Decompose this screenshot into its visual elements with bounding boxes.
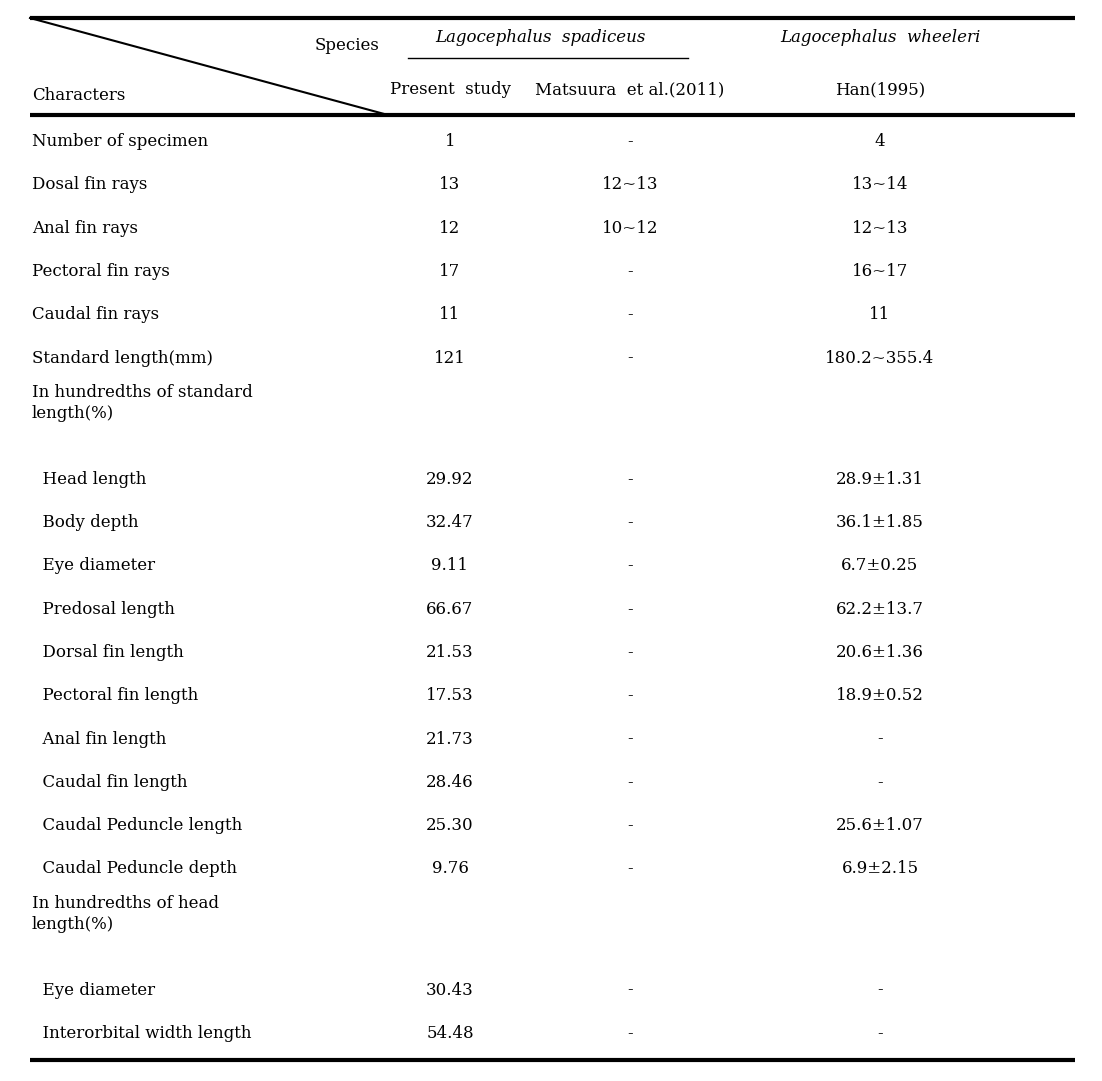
Text: Eye diameter: Eye diameter	[32, 982, 155, 999]
Text: -: -	[627, 774, 633, 791]
Text: 1: 1	[445, 133, 455, 150]
Text: Caudal fin rays: Caudal fin rays	[32, 306, 159, 323]
Text: 21.53: 21.53	[426, 644, 474, 660]
Text: 13~14: 13~14	[852, 176, 908, 193]
Text: In hundredths of head
length(%): In hundredths of head length(%)	[32, 895, 219, 933]
Text: -: -	[627, 349, 633, 366]
Text: Pectoral fin length: Pectoral fin length	[32, 688, 198, 704]
Text: Predosal length: Predosal length	[32, 601, 175, 617]
Text: Caudal Peduncle length: Caudal Peduncle length	[32, 817, 242, 835]
Text: Characters: Characters	[32, 86, 126, 104]
Text: Present  study: Present study	[389, 81, 510, 98]
Text: 17.53: 17.53	[426, 688, 474, 704]
Text: Han(1995): Han(1995)	[835, 81, 925, 98]
Text: 11: 11	[869, 306, 890, 323]
Text: 29.92: 29.92	[426, 471, 474, 488]
Text: 21.73: 21.73	[426, 731, 474, 747]
Text: 20.6±1.36: 20.6±1.36	[836, 644, 923, 660]
Text: -: -	[627, 471, 633, 488]
Text: Body depth: Body depth	[32, 515, 139, 531]
Text: -: -	[627, 860, 633, 878]
Text: -: -	[627, 644, 633, 660]
Text: -: -	[877, 1025, 883, 1042]
Text: 4: 4	[875, 133, 885, 150]
Text: 180.2~355.4: 180.2~355.4	[825, 349, 934, 366]
Text: 28.46: 28.46	[426, 774, 474, 791]
Text: Lagocephalus  wheeleri: Lagocephalus wheeleri	[780, 29, 980, 46]
Text: 12~13: 12~13	[602, 176, 658, 193]
Text: -: -	[627, 263, 633, 280]
Text: -: -	[627, 1025, 633, 1042]
Text: 18.9±0.52: 18.9±0.52	[836, 688, 923, 704]
Text: 10~12: 10~12	[602, 219, 658, 237]
Text: Number of specimen: Number of specimen	[32, 133, 208, 150]
Text: Lagocephalus  spadiceus: Lagocephalus spadiceus	[435, 29, 645, 46]
Text: Dorsal fin length: Dorsal fin length	[32, 644, 184, 660]
Text: -: -	[627, 817, 633, 835]
Text: 9.76: 9.76	[432, 860, 468, 878]
Text: 28.9±1.31: 28.9±1.31	[836, 471, 923, 488]
Text: Standard length(mm): Standard length(mm)	[32, 349, 213, 366]
Text: 66.67: 66.67	[426, 601, 474, 617]
Text: Head length: Head length	[32, 471, 147, 488]
Text: 6.9±2.15: 6.9±2.15	[842, 860, 919, 878]
Text: -: -	[627, 601, 633, 617]
Text: 12: 12	[440, 219, 461, 237]
Text: Caudal fin length: Caudal fin length	[32, 774, 187, 791]
Text: -: -	[627, 688, 633, 704]
Text: 16~17: 16~17	[852, 263, 908, 280]
Text: Pectoral fin rays: Pectoral fin rays	[32, 263, 170, 280]
Text: In hundredths of standard
length(%): In hundredths of standard length(%)	[32, 384, 252, 422]
Text: Anal fin length: Anal fin length	[32, 731, 166, 747]
Text: 11: 11	[440, 306, 461, 323]
Text: 17: 17	[440, 263, 461, 280]
Text: Caudal Peduncle depth: Caudal Peduncle depth	[32, 860, 237, 878]
Text: 121: 121	[434, 349, 466, 366]
Text: 25.6±1.07: 25.6±1.07	[836, 817, 923, 835]
Text: Eye diameter: Eye diameter	[32, 558, 155, 574]
Text: 9.11: 9.11	[432, 558, 468, 574]
Text: 54.48: 54.48	[426, 1025, 474, 1042]
Text: -: -	[877, 731, 883, 747]
Text: 36.1±1.85: 36.1±1.85	[836, 515, 923, 531]
Text: Dosal fin rays: Dosal fin rays	[32, 176, 148, 193]
Text: 13: 13	[440, 176, 461, 193]
Text: Species: Species	[315, 37, 380, 53]
Text: 6.7±0.25: 6.7±0.25	[841, 558, 919, 574]
Text: -: -	[627, 731, 633, 747]
Text: -: -	[627, 133, 633, 150]
Text: -: -	[627, 515, 633, 531]
Text: -: -	[627, 982, 633, 999]
Text: Matsuura  et al.(2011): Matsuura et al.(2011)	[536, 81, 725, 98]
Text: -: -	[627, 306, 633, 323]
Text: 30.43: 30.43	[426, 982, 474, 999]
Text: 25.30: 25.30	[426, 817, 474, 835]
Text: -: -	[877, 774, 883, 791]
Text: 12~13: 12~13	[852, 219, 908, 237]
Text: -: -	[877, 982, 883, 999]
Text: 62.2±13.7: 62.2±13.7	[836, 601, 923, 617]
Text: -: -	[627, 558, 633, 574]
Text: Interorbital width length: Interorbital width length	[32, 1025, 251, 1042]
Text: Anal fin rays: Anal fin rays	[32, 219, 138, 237]
Text: 32.47: 32.47	[426, 515, 474, 531]
